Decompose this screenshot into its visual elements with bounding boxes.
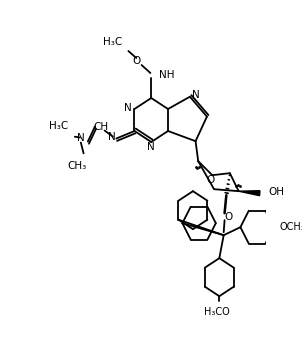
Text: H₃CO: H₃CO [204,307,230,317]
Text: N: N [147,142,155,152]
Text: OH: OH [268,187,284,197]
Text: O: O [132,56,140,66]
Text: N: N [124,103,132,113]
Text: H₃C: H₃C [103,37,122,47]
Text: N: N [108,132,116,142]
Text: N: N [77,132,85,143]
Text: H₃C: H₃C [50,121,69,131]
Text: OCH₃: OCH₃ [279,222,302,232]
Polygon shape [239,191,260,196]
Text: O: O [206,175,215,185]
Text: NH: NH [159,70,175,80]
Text: O: O [225,212,233,222]
Text: CH₃: CH₃ [67,161,86,171]
Text: CH: CH [94,121,109,132]
Text: N: N [192,90,200,100]
